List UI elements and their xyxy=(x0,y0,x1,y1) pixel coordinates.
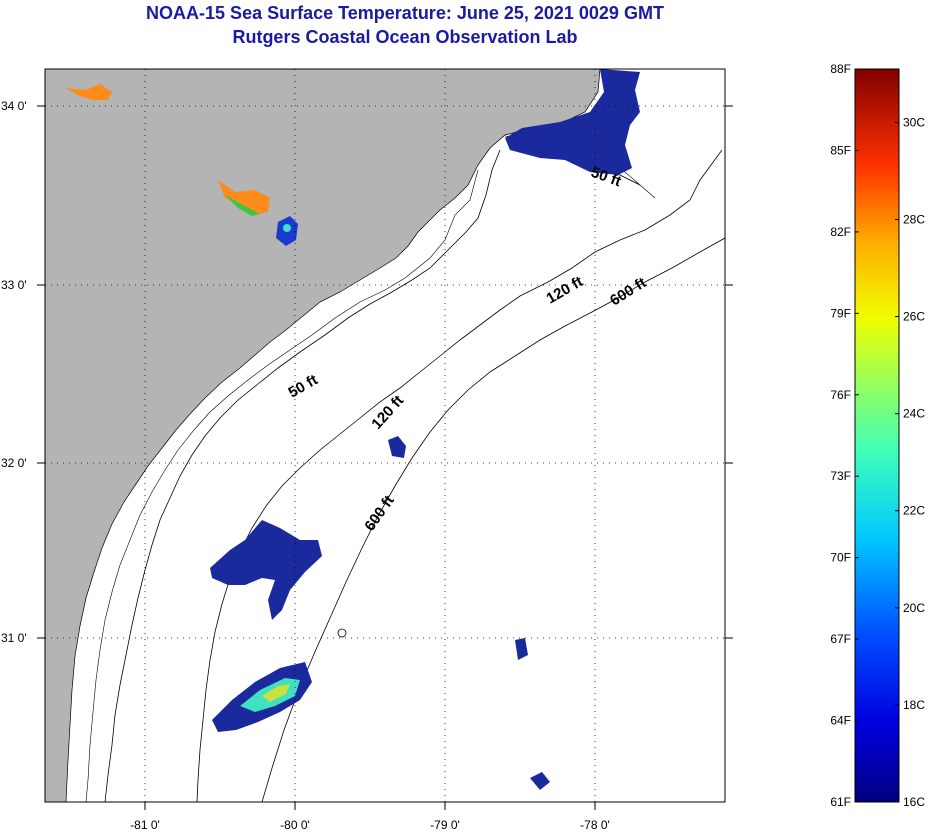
map-frame xyxy=(44,68,726,803)
colorbar-c-label: 30C xyxy=(903,115,925,129)
isobath-120ft xyxy=(196,149,723,802)
map-title: NOAA-15 Sea Surface Temperature: June 25… xyxy=(146,3,664,23)
colorbar-gradient xyxy=(854,68,900,803)
colorbar-f-label: 61F xyxy=(830,795,851,809)
sst-patch-midshelf-north xyxy=(210,520,322,620)
sst-patch-yellow-south xyxy=(262,684,290,702)
colorbar-f-label: 88F xyxy=(830,62,851,76)
colorbar-f-label: 76F xyxy=(830,388,851,402)
colorbar: 88F 85F 82F 79F 76F 73F 70F 67F 64F 61F 30C 28C 26C… xyxy=(830,62,925,809)
colorbar-f-label: 82F xyxy=(830,225,851,239)
sst-patch-green-mid xyxy=(225,195,260,216)
sst-patch-warm-mid xyxy=(218,180,270,215)
colorbar-f-label: 70F xyxy=(830,551,851,565)
colorbar-c-ticks: 30C 28C 26C 24C 22C 20C 18C 16C xyxy=(895,115,925,809)
axis-ticks xyxy=(37,105,733,810)
lon-label: -78 0' xyxy=(580,818,610,832)
colorbar-c-label: 16C xyxy=(903,795,925,809)
lat-label: 33 0' xyxy=(1,278,27,292)
lon-label: -81 0' xyxy=(130,818,160,832)
lat-label: 34 0' xyxy=(1,99,27,113)
colorbar-f-label: 64F xyxy=(830,714,851,728)
colorbar-c-label: 22C xyxy=(903,504,925,518)
isobath-ring xyxy=(337,628,347,638)
colorbar-c-label: 20C xyxy=(903,601,925,615)
colorbar-f-label: 67F xyxy=(830,632,851,646)
lon-label: -80 0' xyxy=(280,818,310,832)
sst-patch-offshore-3 xyxy=(530,772,550,790)
colorbar-c-label: 18C xyxy=(903,698,925,712)
map-subtitle: Rutgers Coastal Ocean Observation Lab xyxy=(232,27,578,47)
colorbar-f-label: 85F xyxy=(830,143,851,157)
colorbar-c-label: 24C xyxy=(903,407,925,421)
sst-patch-blob-warm xyxy=(283,224,291,232)
sst-patch-offshore-1 xyxy=(388,436,406,458)
colorbar-f-label: 79F xyxy=(830,306,851,320)
grid-lines xyxy=(45,69,725,802)
isobath-600ft xyxy=(261,237,725,802)
land-mass xyxy=(45,69,601,802)
lon-label: -79 0' xyxy=(430,818,460,832)
lat-label: 31 0' xyxy=(1,631,27,645)
colorbar-f-label: 73F xyxy=(830,469,851,483)
colorbar-c-label: 26C xyxy=(903,310,925,324)
colorbar-c-label: 28C xyxy=(903,212,925,226)
sst-patch-sound-north xyxy=(505,69,640,175)
sst-patch-warm-nw xyxy=(65,84,112,100)
sst-patch-offshore-2 xyxy=(515,638,528,660)
colorbar-f-ticks: 88F 85F 82F 79F 76F 73F 70F 67F 64F 61F xyxy=(830,62,859,809)
lat-label: 32 0' xyxy=(1,456,27,470)
